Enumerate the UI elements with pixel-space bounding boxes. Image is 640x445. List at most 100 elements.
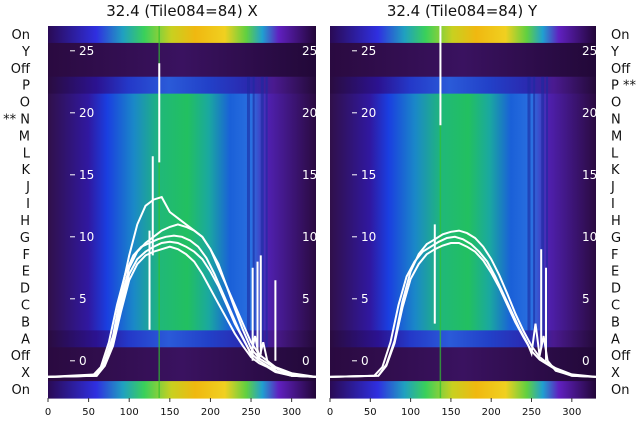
heatmap-row: [330, 364, 596, 382]
x-tick-label: 250: [241, 407, 260, 418]
heatmap: [48, 26, 316, 399]
row-label: On: [12, 28, 30, 43]
heatmap-row: [48, 26, 316, 44]
y-ticks: 0 0 5 5 10 10 15 15 20 20 25 25: [70, 44, 317, 368]
row-label: A: [21, 332, 30, 347]
row-label: B: [21, 315, 30, 330]
x-tick-label: 0: [327, 407, 333, 418]
row-label: Y: [610, 45, 619, 60]
heatmap-row: [330, 381, 596, 399]
y-tick-label-right: 10: [302, 230, 317, 244]
heatmap-row: [48, 245, 316, 264]
y-tick-label: 15: [79, 168, 94, 182]
x-tick-label: 300: [562, 407, 581, 418]
x-tick-label: 50: [364, 407, 377, 418]
heatmap-stripe: [439, 26, 442, 398]
row-label: On: [611, 28, 629, 43]
heatmap-row: [330, 59, 596, 78]
row-label: On: [12, 383, 30, 398]
y-tick-label: 15: [361, 168, 376, 182]
row-label: L: [23, 146, 31, 161]
row-label: O: [611, 96, 621, 111]
heatmap-row: [48, 42, 316, 61]
heatmap-stripe: [246, 76, 250, 348]
x-tick-label: 100: [401, 407, 420, 418]
row-label: H: [20, 214, 30, 229]
row-label: On: [611, 383, 629, 398]
row-label: C: [21, 299, 30, 314]
row-label: J: [610, 180, 615, 195]
x-tick-label: 150: [160, 407, 179, 418]
heatmap-stripe: [158, 26, 160, 398]
row-label: F: [611, 248, 618, 263]
y-tick-label-right: 15: [302, 168, 317, 182]
row-label: O: [20, 96, 30, 111]
heatmap-row: [330, 296, 596, 315]
row-label: E: [22, 265, 30, 280]
row-label: I: [611, 197, 615, 212]
row-label: H: [611, 214, 621, 229]
overlay-curves: [47, 63, 317, 378]
overlay-line: [329, 229, 597, 378]
y-tick-label-right: 25: [302, 44, 317, 58]
overlay-curves: [329, 26, 597, 378]
row-label: Off: [11, 349, 31, 364]
heatmap-row: [330, 127, 596, 145]
row-label: M: [611, 129, 622, 144]
heatmap-row: [48, 195, 316, 213]
heatmap-row: [330, 313, 596, 331]
row-label: I: [26, 197, 30, 212]
y-tick-label: 20: [361, 106, 376, 120]
heatmap: [330, 26, 596, 399]
row-label: X: [21, 366, 30, 381]
heatmap-row: [330, 262, 596, 281]
heatmap-stripe: [260, 76, 264, 348]
row-label: ** N: [3, 113, 30, 128]
row-label: G: [20, 231, 30, 246]
y-tick-label: 0: [79, 354, 87, 368]
x-tick-label: 300: [282, 407, 301, 418]
y-tick-label-right: 5: [302, 292, 310, 306]
row-label: Y: [21, 45, 30, 60]
x-tick-label: 0: [45, 407, 51, 418]
heatmap-stripe: [546, 76, 549, 348]
row-label: N: [611, 113, 621, 128]
x-tick-label: 100: [120, 407, 139, 418]
panel-1: 32.4 (Tile084=84) X On Y Off PO ** NMLKJIHGFE…: [3, 2, 317, 418]
heatmap-row: [48, 364, 316, 382]
heatmap-stripe: [541, 76, 545, 348]
y-tick-label-right: 10: [582, 230, 597, 244]
y-tick-label-right: 15: [582, 168, 597, 182]
overlay-line: [329, 242, 597, 378]
row-label: B: [611, 315, 620, 330]
row-label: L: [611, 146, 619, 161]
row-label: Off: [611, 62, 631, 77]
x-ticks: 0 50 100 150 200 250 300: [327, 398, 581, 418]
y-tick-label-right: 0: [302, 354, 310, 368]
row-label: G: [611, 231, 621, 246]
overlay-line: [329, 235, 597, 378]
row-label: P **: [611, 79, 636, 94]
heatmap-stripe: [252, 76, 255, 348]
heatmap-row: [330, 212, 596, 230]
row-label: K: [21, 163, 30, 178]
row-label: C: [611, 299, 620, 314]
y-tick-label: 10: [361, 230, 376, 244]
x-tick-label: 200: [201, 407, 220, 418]
y-tick-label: 10: [79, 230, 94, 244]
panel-2: 32.4 (Tile084=84) Y On Y Off P ** ONMLKJIHGFE…: [327, 2, 637, 418]
y-tick-label: 20: [79, 106, 94, 120]
heatmap-row: [330, 330, 596, 348]
y-tick-label-right: 5: [582, 292, 590, 306]
y-tick-label-right: 20: [302, 106, 317, 120]
overlay-line: [47, 245, 317, 378]
heatmap-row: [48, 127, 316, 145]
y-tick-label-right: 0: [582, 354, 590, 368]
heatmap-row: [48, 59, 316, 78]
y-tick-label: 0: [361, 354, 369, 368]
heatmap-row: [330, 279, 596, 298]
heatmap-stripe: [533, 76, 536, 348]
